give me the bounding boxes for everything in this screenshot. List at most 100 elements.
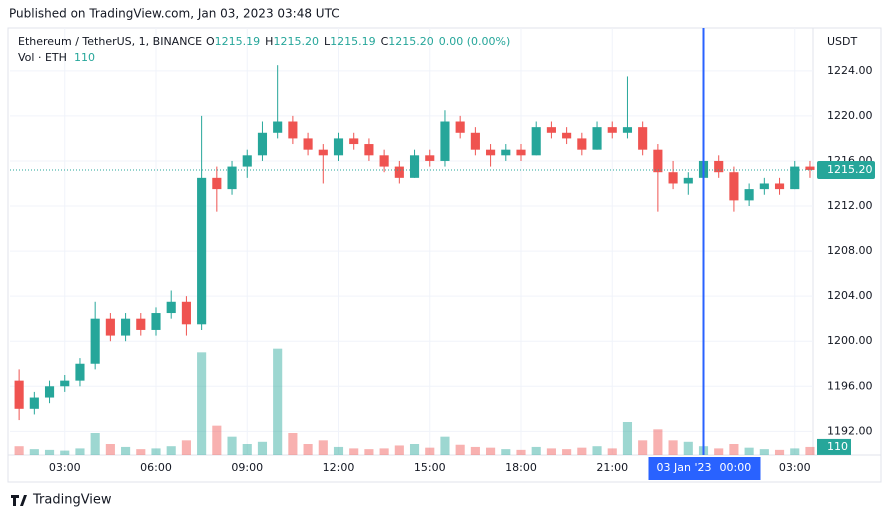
volume-bar xyxy=(683,441,693,455)
volume-bar xyxy=(607,448,617,455)
candle-body xyxy=(29,397,39,409)
y-tick-label: 1208.00 xyxy=(827,244,873,257)
candle-body xyxy=(288,121,298,139)
candle-body xyxy=(409,155,420,178)
volume-bar xyxy=(622,422,633,455)
currency: USDT xyxy=(827,35,858,48)
x-tick-label: 18:00 xyxy=(505,461,537,474)
volume-bar xyxy=(790,448,800,455)
volume-bar xyxy=(303,444,313,455)
volume-bar xyxy=(166,446,176,455)
candle-body xyxy=(531,127,541,156)
marks xyxy=(14,65,815,455)
volume-bar xyxy=(227,436,237,455)
candle-body xyxy=(607,127,617,133)
legend-key: O xyxy=(206,35,215,48)
volume-bar xyxy=(409,444,420,455)
symbol: Ethereum / TetherUS, 1, BINANCE xyxy=(18,35,202,48)
y-tick-label: 1192.00 xyxy=(827,424,873,437)
x-tick-label: 09:00 xyxy=(231,461,263,474)
candle-body xyxy=(121,318,131,336)
volume-bar xyxy=(14,446,24,455)
brand: TradingView xyxy=(11,493,112,508)
x-tick-label: 12:00 xyxy=(323,461,355,474)
candle-body xyxy=(592,127,602,150)
volume-bar xyxy=(151,448,161,455)
last-price-label: 1215.20 xyxy=(827,163,873,176)
volume-bar xyxy=(562,449,572,455)
candle-body xyxy=(273,121,283,133)
last-volume-label: 110 xyxy=(827,440,848,453)
volume-bar xyxy=(577,447,587,455)
volume-bar xyxy=(60,450,70,455)
volume-bar xyxy=(455,444,465,455)
x-tick-label: 03:00 xyxy=(779,461,811,474)
volume-bar xyxy=(653,429,663,455)
legend-value: 1215.20 xyxy=(388,35,434,48)
candle-body xyxy=(516,149,526,156)
chart-frame xyxy=(7,27,882,483)
ohlc-legend: O 1215.19 H 1215.20 L 1215.19 C 1215.20 0.00 (0.… xyxy=(206,35,510,48)
volume-bar xyxy=(349,448,359,455)
candle-body xyxy=(562,132,572,139)
volume-bar xyxy=(273,348,283,455)
volume-bar xyxy=(136,449,146,455)
candle-body xyxy=(683,177,693,184)
volume-bar xyxy=(212,425,222,455)
candle-body xyxy=(60,380,70,387)
candle-body xyxy=(425,155,435,161)
grid xyxy=(10,28,813,455)
crosshair-label-box xyxy=(648,457,761,480)
y-tick-label: 1196.00 xyxy=(827,379,873,392)
y-tick-label: 1220.00 xyxy=(827,109,873,122)
volume-bar xyxy=(668,440,678,455)
volume-bar xyxy=(121,446,131,455)
volume-bar xyxy=(805,446,815,455)
candle-body xyxy=(303,138,313,150)
candle-body xyxy=(744,189,754,201)
volume-bar xyxy=(531,446,541,455)
candle-body xyxy=(197,177,207,325)
volume-bar xyxy=(318,440,328,455)
volume-bar xyxy=(425,447,435,455)
volume-bar xyxy=(181,440,191,455)
candle-body xyxy=(440,121,450,161)
volume-bar xyxy=(759,449,769,455)
candle-body xyxy=(257,132,268,156)
legend-value: 1215.19 xyxy=(215,35,261,48)
candle-body xyxy=(501,149,511,156)
candle-body xyxy=(470,132,480,150)
last-volume-box xyxy=(817,438,851,455)
volume-bar xyxy=(364,449,374,455)
volume-legend-value: 110 xyxy=(74,51,95,64)
candle-body xyxy=(622,127,633,133)
volume-bar xyxy=(333,446,344,455)
candle-body xyxy=(546,127,556,133)
volume-bar xyxy=(516,449,526,455)
candle-body xyxy=(455,121,465,133)
legend-value: 0.00 (0.00%) xyxy=(439,35,511,48)
volume-bar xyxy=(379,448,389,455)
legend-key: C xyxy=(381,35,389,48)
candle-body xyxy=(394,166,404,178)
candle-body xyxy=(44,386,55,398)
volume-bar xyxy=(470,446,480,455)
candle-body xyxy=(638,127,648,150)
y-tick-label: 1224.00 xyxy=(827,64,873,77)
x-tick-label: 06:00 xyxy=(140,461,172,474)
y-tick-label: 1204.00 xyxy=(827,289,873,302)
candle-body xyxy=(90,318,100,364)
legend-key: H xyxy=(265,35,273,48)
brand-name: TradingView xyxy=(32,493,112,508)
candle-body xyxy=(805,166,815,170)
candle-body xyxy=(333,138,344,156)
x-tick-label: 21:00 xyxy=(596,461,628,474)
candle-body xyxy=(227,166,237,190)
legend-key: L xyxy=(324,35,331,48)
candle-body xyxy=(790,166,800,190)
candle-body xyxy=(729,172,739,201)
volume-bar xyxy=(242,444,252,455)
volume-bar xyxy=(105,444,115,455)
